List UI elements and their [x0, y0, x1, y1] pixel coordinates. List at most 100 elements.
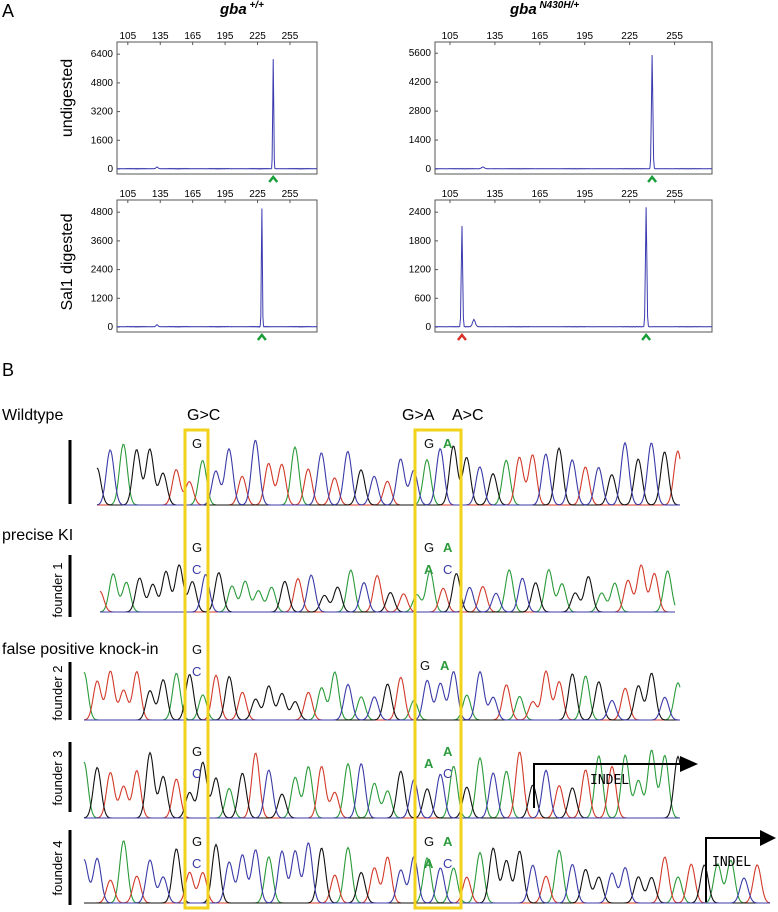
chromatogram-trace — [84, 762, 680, 819]
x-tick-label: 225 — [621, 189, 638, 200]
false-positive-label: false positive knock-in — [2, 641, 159, 658]
base-f2-2a: G — [420, 658, 430, 673]
indel-label-founder4: INDEL — [712, 855, 751, 870]
peak-marker — [456, 332, 467, 341]
y-tick-label: 0 — [107, 322, 113, 333]
chromatogram-trace — [97, 450, 681, 506]
founder-4-label: founder 4 — [50, 841, 65, 896]
base-f4-2a: G — [424, 834, 434, 849]
base-f2-3a: A — [440, 658, 450, 673]
x-tick-label: 195 — [576, 31, 593, 42]
chart-mut-undigested: 105 135 165 195 225 255 0 1400 2800 4200 5600 — [409, 31, 713, 183]
x-tick-label: 225 — [249, 31, 266, 42]
x-tick-label: 255 — [666, 189, 683, 200]
x-tick-label: 225 — [621, 31, 638, 42]
y-tick-label: 1600 — [91, 135, 114, 146]
base-f3-3a: A — [443, 744, 453, 759]
base-f1-3b: C — [443, 562, 452, 577]
x-tick-label: 195 — [576, 189, 593, 200]
base-f1-2b: A — [424, 562, 434, 577]
chart-wt-undigested: 105 135 165 195 225 255 0 1600 3200 4800 6400 — [91, 31, 318, 183]
chart-wt-digested: 105 135 165 195 225 255 0 1200 2400 3600 4800 — [91, 189, 318, 341]
y-tick-label: 1800 — [409, 236, 432, 247]
x-tick-label: 255 — [282, 31, 299, 42]
x-tick-label: 105 — [442, 189, 459, 200]
base-f3-1a: G — [192, 744, 202, 759]
mutation-label-ga: G>A — [402, 407, 435, 424]
y-tick-label: 0 — [425, 322, 431, 333]
y-tick-label: 6400 — [91, 49, 114, 60]
base-calls: G G A G G A C A C G G A C G A C A C G G … — [192, 436, 453, 871]
x-tick-label: 135 — [152, 189, 169, 200]
mutation-label-ac: A>C — [452, 407, 484, 424]
highlight-box-2 — [413, 428, 463, 910]
base-f3-1b: C — [192, 766, 201, 781]
chromatogram-traces — [83, 439, 771, 904]
chart-mut-digested: 105 135 165 195 225 255 0 600 1200 1800 2400 — [409, 189, 713, 341]
x-tick-label: 165 — [531, 189, 548, 200]
chromatogram-trace — [84, 843, 770, 904]
ce-trace — [434, 54, 713, 170]
peak-marker — [641, 332, 652, 341]
base-f1-1a: G — [192, 540, 202, 555]
plot-frame — [434, 199, 713, 333]
y-tick-label: 600 — [414, 293, 431, 304]
y-tick-label: 4800 — [91, 207, 114, 218]
x-tick-label: 105 — [119, 31, 136, 42]
chromatogram-trace — [84, 672, 680, 721]
peak-marker — [268, 174, 279, 183]
base-wt-2: G — [424, 436, 434, 451]
y-tick-label: 2400 — [409, 207, 432, 218]
chromatogram-trace — [84, 670, 680, 721]
y-tick-label: 0 — [107, 164, 113, 175]
y-tick-label: 4200 — [409, 77, 432, 88]
chromatogram-trace — [83, 671, 681, 721]
y-tick-label: 3600 — [91, 236, 114, 247]
base-f4-1a: G — [192, 834, 202, 849]
founder-2-label: founder 2 — [50, 666, 65, 721]
base-wt-1: G — [192, 436, 202, 451]
row-title-undigested: undigested — [59, 59, 76, 137]
x-tick-label: 165 — [531, 31, 548, 42]
indel-arrow-founder4: INDEL — [705, 830, 776, 902]
col-title-mut: gba N430H/+ — [509, 0, 579, 18]
panel-a-label: A — [2, 1, 14, 21]
founder-3-label: founder 3 — [50, 751, 65, 806]
chromatogram-trace — [100, 574, 675, 613]
y-tick-label: 0 — [425, 164, 431, 175]
x-tick-label: 105 — [119, 189, 136, 200]
ce-trace — [116, 208, 318, 328]
ce-trace — [116, 59, 318, 170]
panel-b-label: B — [2, 360, 14, 380]
chromatogram-trace — [84, 840, 770, 904]
x-tick-label: 135 — [487, 31, 504, 42]
y-tick-label: 5600 — [409, 48, 432, 59]
x-tick-label: 135 — [487, 189, 504, 200]
y-tick-label: 3200 — [91, 107, 114, 118]
highlight-box-1 — [183, 428, 210, 910]
x-tick-label: 255 — [666, 31, 683, 42]
x-tick-label: 225 — [249, 189, 266, 200]
plot-frame — [116, 41, 318, 175]
indel-label-founder3: INDEL — [590, 773, 629, 788]
base-f1-2a: G — [424, 540, 434, 555]
indel-arrow-founder3: INDEL — [533, 756, 698, 808]
base-f3-3b: C — [443, 766, 452, 781]
base-f3-2b: A — [424, 756, 434, 771]
base-f4-3a: A — [443, 834, 453, 849]
x-tick-label: 165 — [184, 189, 201, 200]
base-f4-2b: A — [424, 856, 434, 871]
base-wt-3: A — [443, 436, 453, 451]
peak-marker — [256, 332, 267, 341]
x-tick-label: 195 — [217, 31, 234, 42]
chromatogram-trace — [83, 842, 770, 904]
y-tick-label: 2400 — [91, 265, 114, 276]
plot-frame — [434, 41, 713, 175]
plot-frame — [116, 199, 318, 333]
peak-marker — [647, 174, 658, 183]
base-f2-1b: C — [192, 664, 201, 679]
x-tick-label: 195 — [217, 189, 234, 200]
base-f1-1b: C — [192, 562, 201, 577]
chromatogram-trace — [83, 669, 680, 721]
